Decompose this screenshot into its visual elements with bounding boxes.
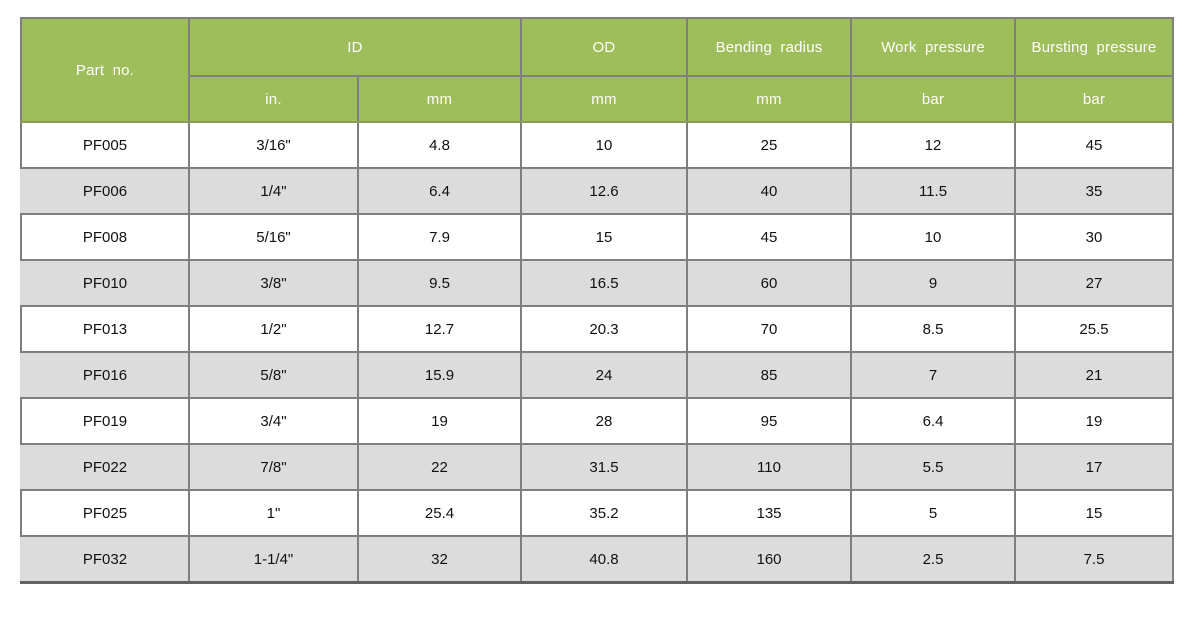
table-header: Part no. ID OD Bending radius Work press… [20,17,1174,123]
cell-bursting-pressure: 27 [1014,259,1174,307]
cell-work-pressure: 10 [850,213,1016,261]
cell-bending-radius: 70 [686,305,852,353]
cell-bursting-pressure: 7.5 [1014,535,1174,584]
cell-bursting-pressure: 45 [1014,121,1174,169]
cell-id-mm: 12.7 [357,305,522,353]
table-row: PF019 3/4" 19 28 95 6.4 19 [20,397,1174,445]
cell-bursting-pressure: 35 [1014,167,1174,215]
hose-spec-table: Part no. ID OD Bending radius Work press… [20,17,1174,584]
cell-od-mm: 31.5 [520,443,688,491]
cell-bending-radius: 110 [686,443,852,491]
table-row: PF025 1" 25.4 35.2 135 5 15 [20,489,1174,537]
cell-part-no: PF019 [20,397,190,445]
cell-bending-radius: 40 [686,167,852,215]
cell-id-in: 3/4" [188,397,359,445]
cell-od-mm: 16.5 [520,259,688,307]
header-bursting-pressure: Bursting pressure [1014,17,1174,77]
cell-bursting-pressure: 25.5 [1014,305,1174,353]
cell-work-pressure: 5.5 [850,443,1016,491]
table-row: PF008 5/16" 7.9 15 45 10 30 [20,213,1174,261]
cell-id-in: 5/8" [188,351,359,399]
cell-od-mm: 40.8 [520,535,688,584]
subheader-id-in: in. [188,75,359,123]
cell-work-pressure: 5 [850,489,1016,537]
table-row: PF005 3/16" 4.8 10 25 12 45 [20,121,1174,169]
cell-work-pressure: 2.5 [850,535,1016,584]
cell-id-mm: 32 [357,535,522,584]
cell-part-no: PF010 [20,259,190,307]
table-row: PF006 1/4" 6.4 12.6 40 11.5 35 [20,167,1174,215]
subheader-bursting-pressure-bar: bar [1014,75,1174,123]
cell-od-mm: 20.3 [520,305,688,353]
cell-id-in: 5/16" [188,213,359,261]
table-body: PF005 3/16" 4.8 10 25 12 45 PF006 1/4" 6… [20,121,1174,584]
cell-od-mm: 12.6 [520,167,688,215]
cell-bending-radius: 160 [686,535,852,584]
cell-bursting-pressure: 17 [1014,443,1174,491]
cell-work-pressure: 9 [850,259,1016,307]
subheader-work-pressure-bar: bar [850,75,1016,123]
cell-part-no: PF016 [20,351,190,399]
cell-bending-radius: 95 [686,397,852,445]
cell-part-no: PF025 [20,489,190,537]
table-row: PF010 3/8" 9.5 16.5 60 9 27 [20,259,1174,307]
subheader-id-mm: mm [357,75,522,123]
cell-id-in: 3/16" [188,121,359,169]
cell-id-mm: 15.9 [357,351,522,399]
cell-work-pressure: 8.5 [850,305,1016,353]
cell-id-mm: 22 [357,443,522,491]
cell-bursting-pressure: 19 [1014,397,1174,445]
cell-id-in: 1/2" [188,305,359,353]
cell-part-no: PF006 [20,167,190,215]
cell-od-mm: 35.2 [520,489,688,537]
header-work-pressure: Work pressure [850,17,1016,77]
table-row: PF022 7/8" 22 31.5 110 5.5 17 [20,443,1174,491]
cell-id-mm: 9.5 [357,259,522,307]
cell-id-in: 3/8" [188,259,359,307]
cell-id-in: 1-1/4" [188,535,359,584]
cell-id-in: 1" [188,489,359,537]
cell-bending-radius: 60 [686,259,852,307]
cell-id-mm: 4.8 [357,121,522,169]
cell-od-mm: 10 [520,121,688,169]
header-id-group: ID [188,17,522,77]
subheader-od-mm: mm [520,75,688,123]
cell-bending-radius: 45 [686,213,852,261]
cell-work-pressure: 7 [850,351,1016,399]
cell-od-mm: 15 [520,213,688,261]
header-row-units: in. mm mm mm bar bar [21,75,1174,123]
cell-od-mm: 28 [520,397,688,445]
cell-work-pressure: 6.4 [850,397,1016,445]
header-row-groups: Part no. ID OD Bending radius Work press… [20,17,1174,123]
header-part-no: Part no. [20,17,190,123]
cell-work-pressure: 12 [850,121,1016,169]
cell-bending-radius: 135 [686,489,852,537]
table-row: PF032 1-1/4" 32 40.8 160 2.5 7.5 [20,535,1174,584]
cell-part-no: PF005 [20,121,190,169]
cell-id-mm: 19 [357,397,522,445]
header-bending-radius: Bending radius [686,17,852,77]
header-od-group: OD [520,17,688,77]
subheader-bending-radius-mm: mm [686,75,852,123]
table-row: PF016 5/8" 15.9 24 85 7 21 [20,351,1174,399]
cell-bending-radius: 25 [686,121,852,169]
cell-id-in: 7/8" [188,443,359,491]
cell-bursting-pressure: 15 [1014,489,1174,537]
cell-part-no: PF008 [20,213,190,261]
cell-part-no: PF013 [20,305,190,353]
cell-bursting-pressure: 21 [1014,351,1174,399]
cell-bursting-pressure: 30 [1014,213,1174,261]
table-row: PF013 1/2" 12.7 20.3 70 8.5 25.5 [20,305,1174,353]
cell-id-mm: 6.4 [357,167,522,215]
cell-id-mm: 7.9 [357,213,522,261]
cell-bending-radius: 85 [686,351,852,399]
cell-work-pressure: 11.5 [850,167,1016,215]
cell-part-no: PF022 [20,443,190,491]
cell-part-no: PF032 [20,535,190,584]
cell-id-mm: 25.4 [357,489,522,537]
cell-od-mm: 24 [520,351,688,399]
cell-id-in: 1/4" [188,167,359,215]
